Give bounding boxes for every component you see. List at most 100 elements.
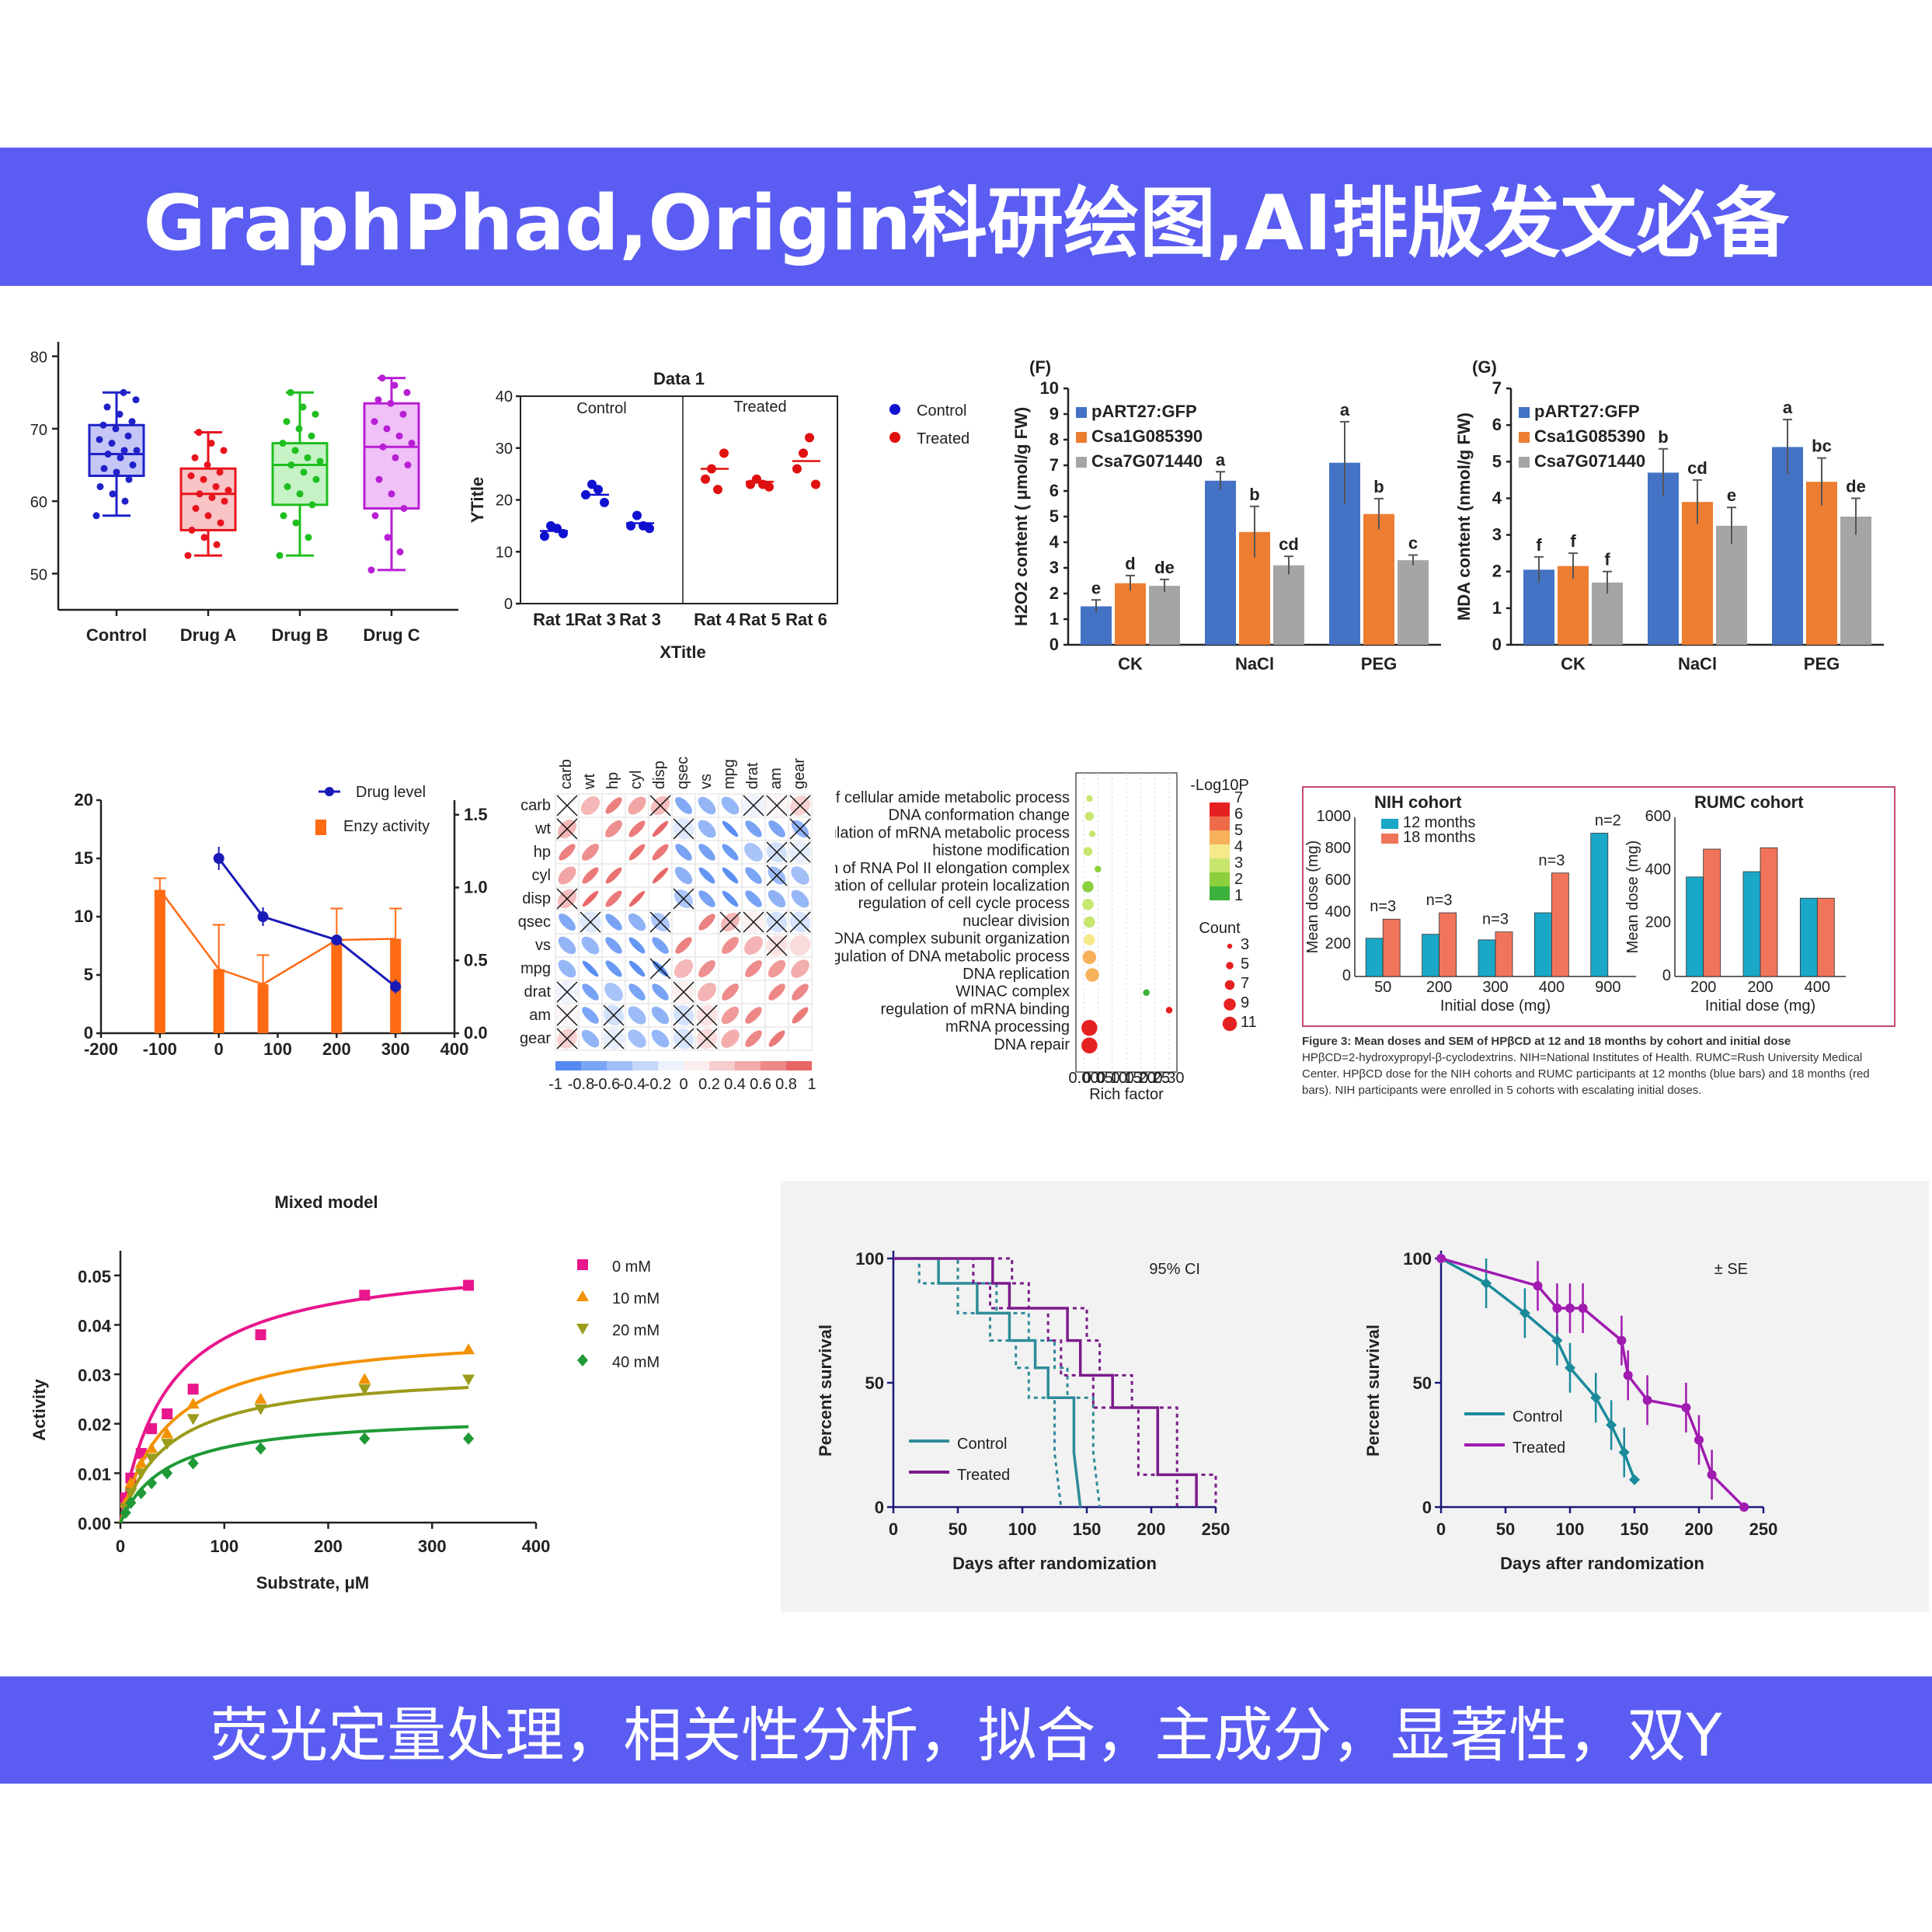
data-point <box>96 436 103 444</box>
col-label: hp <box>604 772 621 789</box>
cross-mark <box>696 1004 718 1026</box>
data-point <box>359 1432 371 1445</box>
data-point <box>117 454 124 461</box>
data-point <box>371 418 378 426</box>
data-point <box>1606 1419 1617 1431</box>
data-point <box>162 1467 173 1480</box>
corr-ellipse <box>628 913 646 931</box>
cross-mark <box>766 935 788 956</box>
logp-scale <box>1210 844 1230 858</box>
bar <box>1558 566 1589 645</box>
colorbar-segment <box>786 1061 812 1070</box>
group-label: Treated <box>733 399 786 416</box>
x-tick-label: 0.10 <box>1097 1070 1127 1087</box>
data-point <box>463 1432 475 1445</box>
corr-ellipse <box>559 844 576 861</box>
bubble <box>1165 1007 1173 1014</box>
bar <box>1273 565 1304 645</box>
logp-scale <box>1210 802 1230 816</box>
x-tick-label: Rat 3 <box>574 610 616 629</box>
corr-ellipse <box>651 1006 670 1025</box>
corr-ellipse <box>698 867 715 884</box>
data-point <box>701 474 710 484</box>
panel-title: NIH cohort <box>1374 792 1462 812</box>
survival-curve <box>1440 1257 1746 1509</box>
count-marker <box>1224 998 1236 1011</box>
corr-ellipse <box>558 959 576 978</box>
corr-ellipse <box>605 820 622 837</box>
legend-swatch <box>1519 432 1530 443</box>
top-banner: GraphPhad,Origin科研绘图,AI排版发文必备 <box>0 148 1932 286</box>
data-point <box>276 552 284 559</box>
cross-mark <box>719 911 741 933</box>
row-label: qsec <box>518 914 551 931</box>
x-tick-label: 200 <box>1685 1519 1714 1539</box>
count-tick: 9 <box>1241 994 1249 1011</box>
data-point <box>719 448 729 458</box>
data-point <box>217 519 225 527</box>
legend-label: Csa1G085390 <box>1534 426 1645 446</box>
col-label: gear <box>791 758 808 789</box>
logp-scale <box>1210 830 1230 844</box>
x-tick-label: Drug C <box>363 625 419 645</box>
significance-letter: bc <box>1812 437 1832 456</box>
y-tick-label: 0 <box>1662 967 1671 984</box>
data-point <box>132 396 140 404</box>
data-point <box>196 490 204 498</box>
x-tick-label: Rat 3 <box>619 610 661 629</box>
drug-point <box>213 853 225 864</box>
x-tick-label: 0.25 <box>1140 1070 1170 1087</box>
colorbar-label: 0.2 <box>698 1076 720 1093</box>
y-tick-label: 10 <box>496 544 513 561</box>
row-label: am <box>529 1007 551 1024</box>
logp-scale <box>1210 816 1230 830</box>
y-tick-label: 5 <box>84 965 93 984</box>
term-label: WINAC complex <box>956 983 1070 1001</box>
data-point <box>113 468 120 476</box>
corr-ellipse <box>745 960 762 977</box>
bar <box>1590 833 1609 977</box>
y-tick-label: 0.01 <box>78 1464 111 1484</box>
significance-letter: de <box>1846 476 1866 496</box>
significance-letter: c <box>1408 534 1418 553</box>
x-tick-label: Rat 1 <box>533 610 575 629</box>
data-point <box>124 1477 138 1488</box>
data-point <box>792 464 802 474</box>
cross-mark <box>649 911 671 933</box>
data-point <box>284 482 291 490</box>
corr-ellipse <box>582 844 599 861</box>
enzy-line <box>158 889 396 986</box>
data-point <box>1707 1470 1717 1480</box>
y-tick-label: 0 <box>1492 635 1502 654</box>
term-label: regulation of cellular protein localizat… <box>835 878 1070 895</box>
corr-ellipse <box>605 797 622 814</box>
count-marker <box>1224 980 1235 990</box>
data-point <box>195 429 203 437</box>
chart-title: Mixed model <box>274 1192 378 1212</box>
data-point <box>216 468 224 476</box>
legend-label: 20 mM <box>612 1322 660 1339</box>
bar <box>1772 447 1803 645</box>
y-tick-label: 3 <box>1050 558 1059 577</box>
data-point <box>403 388 411 396</box>
data-point <box>1681 1403 1691 1412</box>
data-point <box>799 448 808 458</box>
data-point <box>371 512 379 520</box>
cross-mark <box>766 911 788 933</box>
data-point <box>161 1427 174 1439</box>
logp-scale <box>1210 858 1230 872</box>
legend-swatch <box>1076 457 1087 468</box>
colorbar-segment <box>607 1061 632 1070</box>
bar <box>1799 897 1818 977</box>
legend-label: Csa7G071440 <box>1091 451 1203 471</box>
cross-mark <box>789 911 811 933</box>
bubble <box>1143 989 1150 996</box>
x-tick-label: 100 <box>1556 1519 1585 1539</box>
row-label: hp <box>534 844 551 861</box>
legend-marker <box>577 1354 588 1366</box>
n-label: n=3 <box>1370 898 1396 915</box>
y-tick-label: 0.03 <box>78 1366 111 1385</box>
y-tick-label: 2 <box>1050 583 1059 603</box>
colorbar-segment <box>735 1061 761 1070</box>
data-point <box>292 519 300 527</box>
